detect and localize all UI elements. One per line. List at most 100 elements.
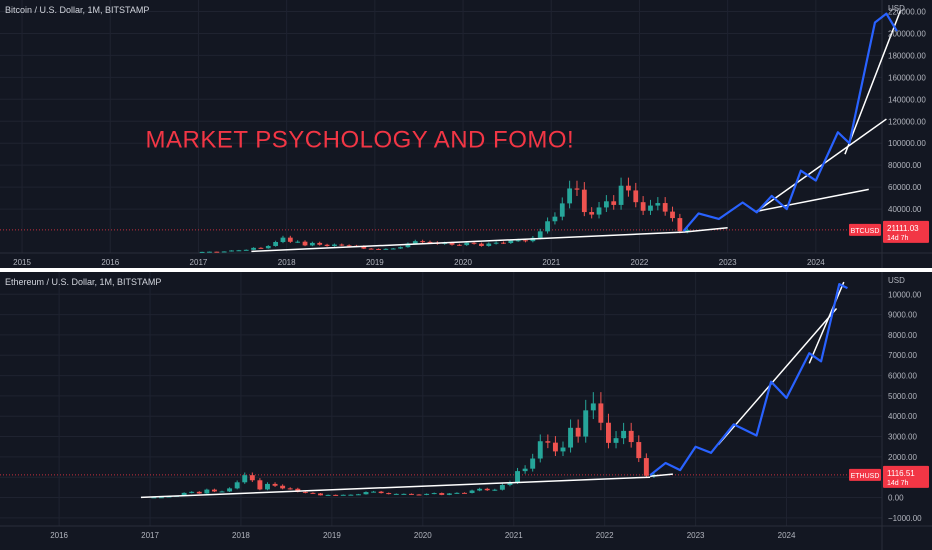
btc-trendline[interactable] [683, 227, 728, 233]
eth-candle [333, 494, 339, 496]
btc-candle [574, 188, 580, 190]
btc-candle [412, 241, 418, 244]
btc-candle [626, 185, 631, 191]
eth-candle [469, 490, 475, 493]
btc-candle [640, 202, 646, 211]
eth-trendline[interactable] [808, 281, 845, 364]
btc-candle [479, 243, 484, 246]
eth-candle [477, 488, 483, 491]
btc-candle [405, 243, 411, 248]
btc-candle [243, 249, 249, 251]
btc-time-tick-label: 2020 [454, 258, 472, 267]
eth-candle [295, 488, 301, 492]
btc-time-tick-label: 2017 [190, 258, 208, 267]
eth-candle [234, 482, 240, 489]
eth-candle [204, 489, 210, 494]
btc-price-tick-label: 120000.00 [888, 117, 926, 126]
eth-candle [242, 475, 248, 483]
btc-projection-path[interactable] [682, 12, 898, 232]
btc-candle [486, 243, 492, 246]
eth-price-tick-label: −1000.00 [888, 514, 922, 523]
eth-time-tick-label: 2023 [687, 531, 705, 540]
eth-time-tick-label: 2024 [778, 531, 796, 540]
btc-price-tick-label: 180000.00 [888, 51, 926, 60]
eth-candle [211, 489, 217, 492]
eth-candle [386, 493, 392, 495]
eth-candle [507, 482, 513, 486]
btc-price-tick-label: 100000.00 [888, 139, 926, 148]
eth-candle [408, 493, 414, 495]
pane-separator[interactable] [0, 268, 932, 272]
btc-symbol-badge [849, 223, 881, 236]
eth-candle [302, 491, 308, 493]
eth-time-tick-label: 2021 [505, 531, 523, 540]
eth-candle [189, 491, 195, 493]
btc-candle [523, 240, 528, 242]
eth-trendline[interactable] [717, 308, 838, 446]
btc-price-tick-label: 140000.00 [888, 95, 926, 104]
btc-time-tick-label: 2022 [631, 258, 649, 267]
btc-candle [383, 248, 389, 250]
btc-candle [515, 240, 521, 242]
btc-candle [449, 242, 455, 245]
btc-candle [280, 237, 286, 243]
eth-candle [219, 491, 225, 493]
eth-chart-pane[interactable]: USD 10000.00 9000.00 8000.00 7000.00 6000.00 5… [0, 272, 932, 550]
eth-candle [537, 441, 543, 459]
eth-candle [363, 492, 369, 495]
btc-candle [309, 242, 315, 246]
btc-candle [229, 250, 234, 252]
btc-price-tick-label: 80000.00 [888, 161, 922, 170]
btc-time-tick-label: 2024 [807, 258, 825, 267]
btc-candle [552, 216, 558, 222]
eth-candle [318, 493, 323, 496]
btc-chart-title: Bitcoin / U.S. Dollar, 1M, BITSTAMP [5, 5, 150, 15]
eth-candle [492, 489, 498, 491]
eth-price-tick-label: 9000.00 [888, 311, 917, 320]
btc-candle [589, 212, 595, 215]
btc-last-price-label: 21111.03 [887, 224, 919, 233]
btc-candle [493, 242, 499, 244]
eth-candle [393, 493, 399, 495]
eth-candle [454, 492, 460, 494]
btc-trendline[interactable] [844, 10, 902, 155]
eth-trendline[interactable] [140, 476, 651, 499]
eth-candle [280, 485, 286, 489]
eth-candle [552, 442, 558, 452]
eth-trendline[interactable] [650, 473, 673, 477]
eth-candle [166, 496, 172, 498]
btc-currency-label: USD [888, 4, 905, 13]
eth-currency-label: USD [888, 276, 905, 285]
btc-candle [376, 248, 381, 250]
eth-candle [371, 491, 377, 493]
eth-candle [643, 458, 649, 476]
btc-trendline[interactable] [756, 118, 887, 212]
btc-price-tick-label: 220000.00 [888, 7, 926, 16]
eth-candle [151, 497, 157, 499]
eth-candle [545, 441, 551, 443]
eth-projection-path[interactable] [649, 282, 848, 477]
eth-chart-title: Ethereum / U.S. Dollar, 1M, BITSTAMP [5, 277, 162, 287]
btc-candle [655, 203, 661, 206]
btc-candle [199, 251, 205, 253]
eth-candle [355, 494, 361, 496]
btc-candle [295, 241, 301, 243]
eth-candle [348, 494, 354, 496]
btc-candle [648, 205, 653, 211]
eth-candle [583, 410, 589, 437]
btc-trendline[interactable] [251, 231, 684, 253]
eth-symbol-label: ETHUSD [851, 473, 880, 480]
btc-candle [420, 241, 426, 243]
eth-candle [196, 491, 202, 494]
btc-time-tick-label: 2018 [278, 258, 296, 267]
btc-time-tick-label: 2023 [719, 258, 737, 267]
eth-chart[interactable]: USD 10000.00 9000.00 8000.00 7000.00 6000.00 5… [0, 272, 932, 550]
eth-candle [340, 494, 346, 496]
btc-time-tick-label: 2015 [13, 258, 31, 267]
btc-candle [559, 203, 565, 217]
btc-chart-pane[interactable]: USD 220000.00 200000.00 180000.00 160000.00 1… [0, 0, 932, 268]
eth-candle [499, 485, 505, 490]
btc-trendline[interactable] [756, 188, 869, 213]
btc-candle [332, 244, 337, 246]
